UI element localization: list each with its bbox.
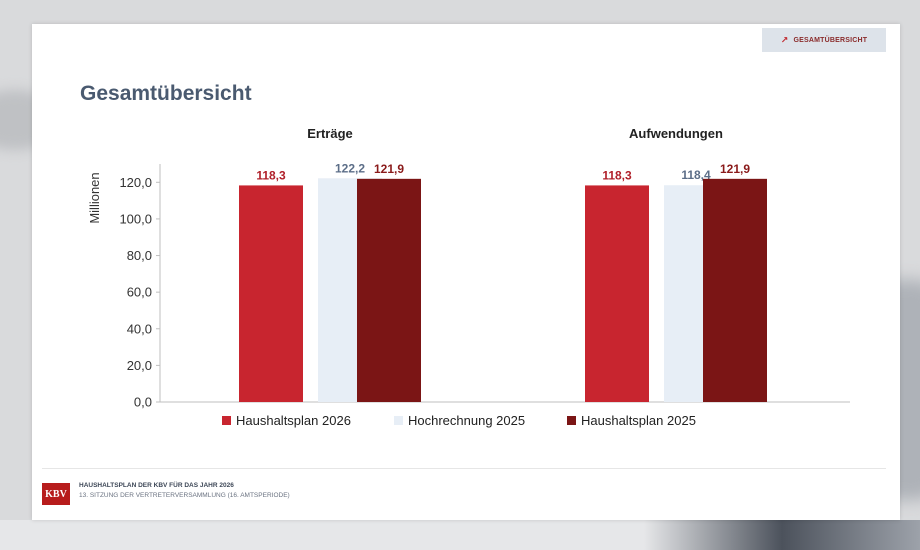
data-label: 118,4 — [681, 168, 711, 182]
footer-text: HAUSHALTSPLAN DER KBV FÜR DAS JAHR 2026 … — [79, 482, 290, 499]
page-title: Gesamtübersicht — [80, 82, 252, 105]
y-axis-label: Millionen — [87, 172, 102, 223]
footer-divider — [42, 468, 886, 469]
bar — [585, 185, 649, 402]
y-tick-label: 20,0 — [127, 358, 152, 373]
footer-title: HAUSHALTSPLAN DER KBV FÜR DAS JAHR 2026 — [79, 482, 234, 489]
y-tick-label: 0,0 — [134, 395, 152, 410]
legend-label: Haushaltsplan 2025 — [581, 413, 696, 428]
bar-chart: 0,0 20,0 40,0 60,0 80,0 100,0 120,0 Millionen Er… — [87, 126, 850, 428]
overview-nav-label: GESAMTÜBERSICHT — [793, 36, 868, 44]
bar — [239, 185, 303, 402]
legend-swatch — [394, 416, 403, 425]
y-tick-label: 120,0 — [119, 175, 152, 190]
data-label: 122,2 — [335, 161, 365, 175]
kbv-logo: KBV — [42, 483, 70, 505]
overview-nav-button[interactable]: ↗ GESAMTÜBERSICHT — [762, 28, 886, 52]
y-tick-label: 100,0 — [119, 211, 152, 226]
legend-swatch — [222, 416, 231, 425]
legend-label: Hochrechnung 2025 — [408, 413, 525, 428]
data-label: 121,9 — [374, 162, 404, 176]
arrow-up-right-icon: ↗ — [780, 34, 789, 45]
data-label: 118,3 — [602, 168, 632, 182]
bar — [357, 178, 421, 402]
background-strip — [0, 520, 920, 550]
data-label: 121,9 — [720, 162, 750, 176]
slide: ↗ GESAMTÜBERSICHT Gesamtübersicht 0,0 20,… — [32, 24, 900, 520]
y-tick-label: 80,0 — [127, 248, 152, 263]
data-label: 118,3 — [256, 168, 286, 182]
group-title: Aufwendungen — [629, 126, 723, 141]
legend-swatch — [567, 416, 576, 425]
y-tick-label: 60,0 — [127, 285, 152, 300]
footer-subtitle: 13. SITZUNG DER VERTRETERVERSAMMLUNG (16… — [79, 492, 290, 499]
y-tick-label: 40,0 — [127, 321, 152, 336]
legend-label: Haushaltsplan 2026 — [236, 413, 351, 428]
bar — [703, 178, 767, 402]
group-title: Erträge — [307, 126, 353, 141]
